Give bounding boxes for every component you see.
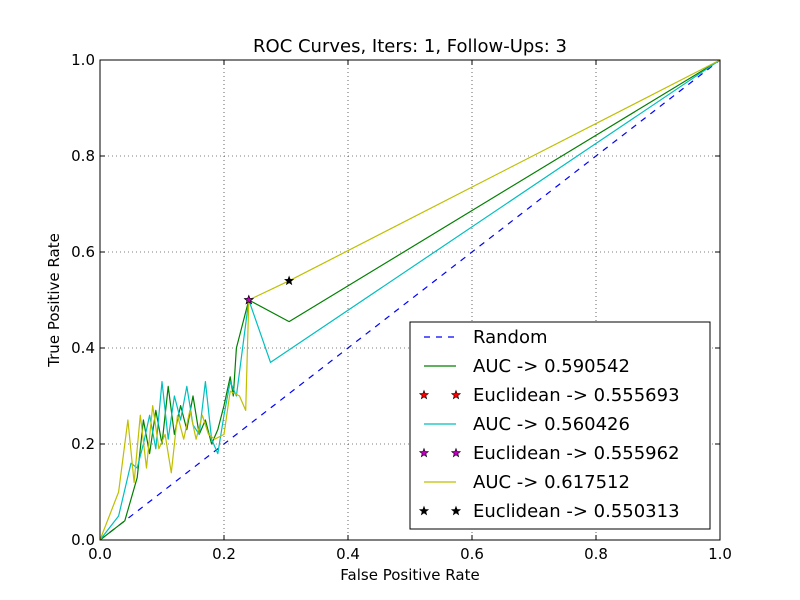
euclidean-marker-euclidean-0-550313 xyxy=(284,275,295,286)
plot-frame xyxy=(99,59,721,541)
series-line-random xyxy=(99,59,721,541)
ticks: 0.0 0.2 0.4 0.6 0.8 1.0 0.0 0.2 0.4 0.6 0.8 1.0 xyxy=(71,51,732,563)
series-line-auc-0-590542 xyxy=(99,59,721,541)
legend-swatch-star xyxy=(450,389,462,400)
legend-swatch-star xyxy=(418,447,430,458)
legend-label-euclidean-0-555693: Euclidean -> 0.555693 xyxy=(473,385,680,406)
y-tick-label: 1.0 xyxy=(71,51,95,69)
legend-swatch-star xyxy=(450,505,462,516)
legend-box xyxy=(409,321,711,530)
legend-swatch-star xyxy=(450,447,462,458)
legend-label-euclidean-0-550313: Euclidean -> 0.550313 xyxy=(473,501,680,522)
y-tick-label: 0.8 xyxy=(71,147,95,165)
x-tick-label: 1.0 xyxy=(708,545,732,563)
chart-title: ROC Curves, Iters: 1, Follow-Ups: 3 xyxy=(253,36,567,57)
x-tick-label: 0.6 xyxy=(460,545,484,563)
x-tick-label: 0.8 xyxy=(584,545,608,563)
legend-swatch-star xyxy=(418,389,430,400)
euclidean-marker-euclidean-0-555962 xyxy=(243,294,254,305)
y-tick-label: 0.6 xyxy=(71,243,95,261)
y-tick-label: 0.4 xyxy=(71,339,95,357)
legend-label-euclidean-0-555962: Euclidean -> 0.555962 xyxy=(473,443,680,464)
x-tick-label: 0.0 xyxy=(88,545,112,563)
legend: Random AUC -> 0.590542 Euclidean -> 0.5556… xyxy=(409,321,711,530)
legend-swatch-star xyxy=(418,505,430,516)
series-layer xyxy=(99,59,721,541)
x-axis-label: False Positive Rate xyxy=(340,566,479,584)
legend-label-random: Random xyxy=(473,327,548,348)
legend-label-auc-0-617512: AUC -> 0.617512 xyxy=(473,472,630,493)
legend-label-auc-0-560426: AUC -> 0.560426 xyxy=(473,414,630,435)
series-line-auc-0-560426 xyxy=(99,59,721,541)
y-tick-label: 0.0 xyxy=(71,531,95,549)
series-line-auc-0-617512 xyxy=(99,59,721,541)
x-tick-label: 0.2 xyxy=(212,545,236,563)
x-tick-label: 0.4 xyxy=(336,545,360,563)
y-axis-label: True Positive Rate xyxy=(45,233,63,368)
y-tick-label: 0.2 xyxy=(71,435,95,453)
legend-label-auc-0-590542: AUC -> 0.590542 xyxy=(473,356,630,377)
